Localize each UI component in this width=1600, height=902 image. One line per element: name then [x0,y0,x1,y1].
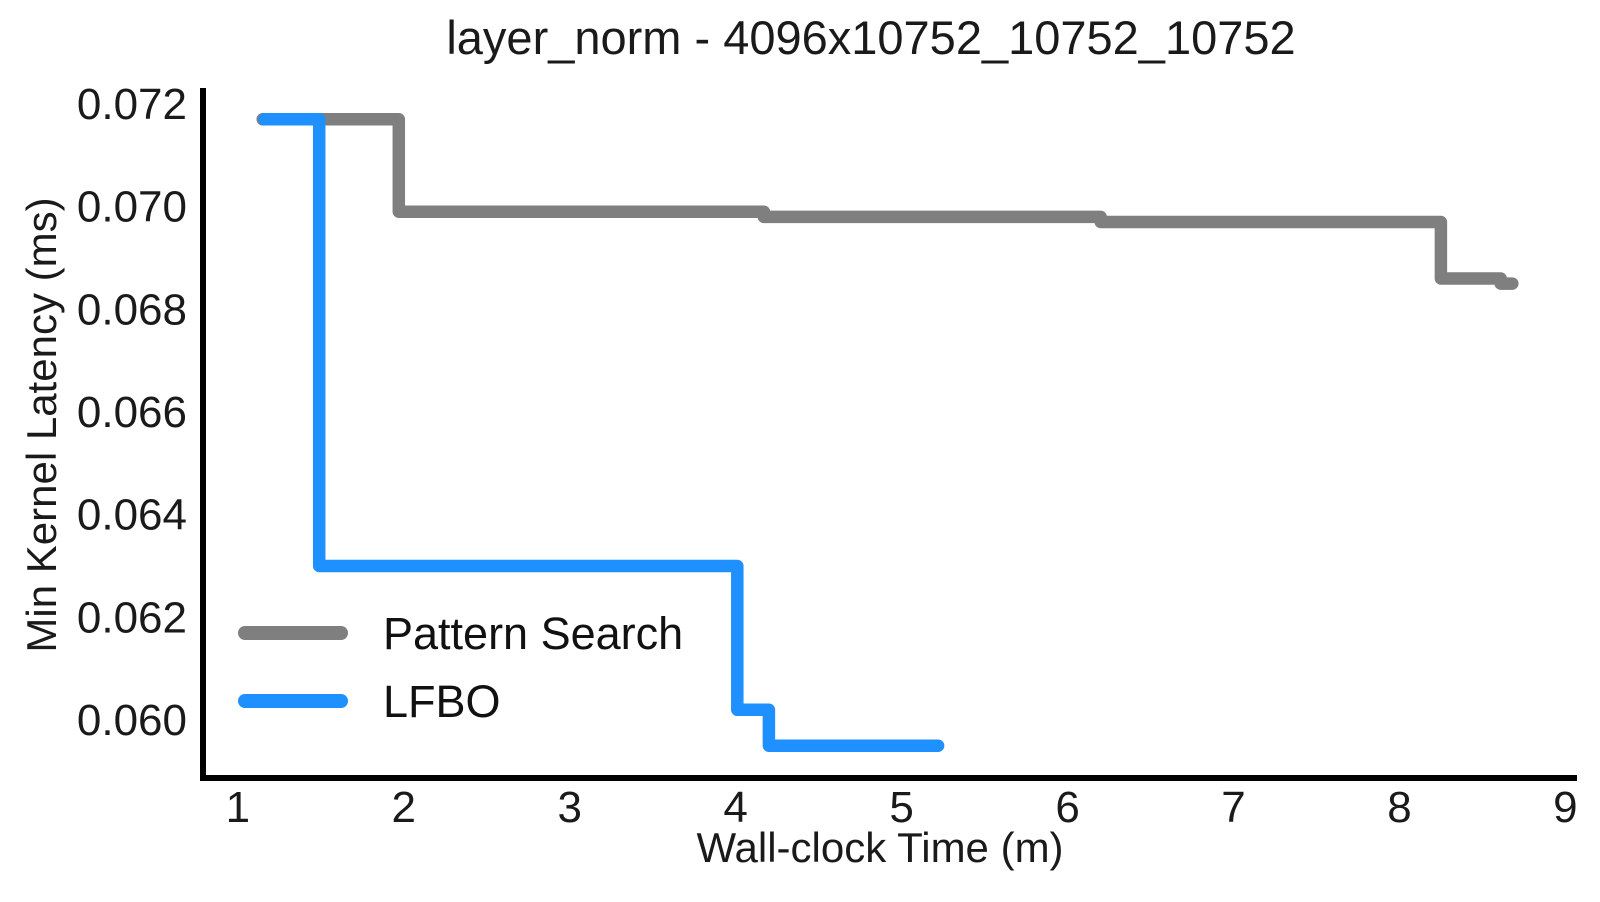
x-tick-label: 4 [723,783,747,832]
x-tick-label: 9 [1553,783,1577,832]
y-tick-label: 0.072 [77,80,187,129]
legend-label-lfbo: LFBO [383,675,501,727]
y-axis-label: Min Kernel Latency (ms) [18,197,65,653]
x-tick-label: 5 [889,783,913,832]
legend-swatch-pattern-search [238,626,348,640]
legend-swatch-lfbo [238,694,348,708]
x-tick-label: 7 [1221,783,1245,832]
y-tick-label: 0.060 [77,696,187,745]
legend: Pattern Search LFBO [238,606,683,728]
y-tick-label: 0.070 [77,183,187,232]
y-tick-label: 0.068 [77,285,187,334]
legend-item-lfbo: LFBO [238,674,683,728]
x-tick-label: 1 [226,783,250,832]
x-tick-label: 2 [392,783,416,832]
axis-spines [200,88,1577,781]
x-tick-label: 6 [1055,783,1079,832]
series-line-lfbo [258,113,945,752]
legend-label-pattern-search: Pattern Search [383,607,684,659]
x-axis-label: Wall-clock Time (m) [696,824,1064,871]
chart-title: layer_norm - 4096x10752_10752_10752 [446,11,1296,64]
series-line-pattern-search [256,113,1519,290]
y-tick-label: 0.064 [77,491,187,540]
x-tick-label: 3 [557,783,581,832]
legend-item-pattern-search: Pattern Search [238,606,683,660]
y-tick-label: 0.062 [77,593,187,642]
y-tick-label: 0.066 [77,388,187,437]
x-tick-label: 8 [1387,783,1411,832]
